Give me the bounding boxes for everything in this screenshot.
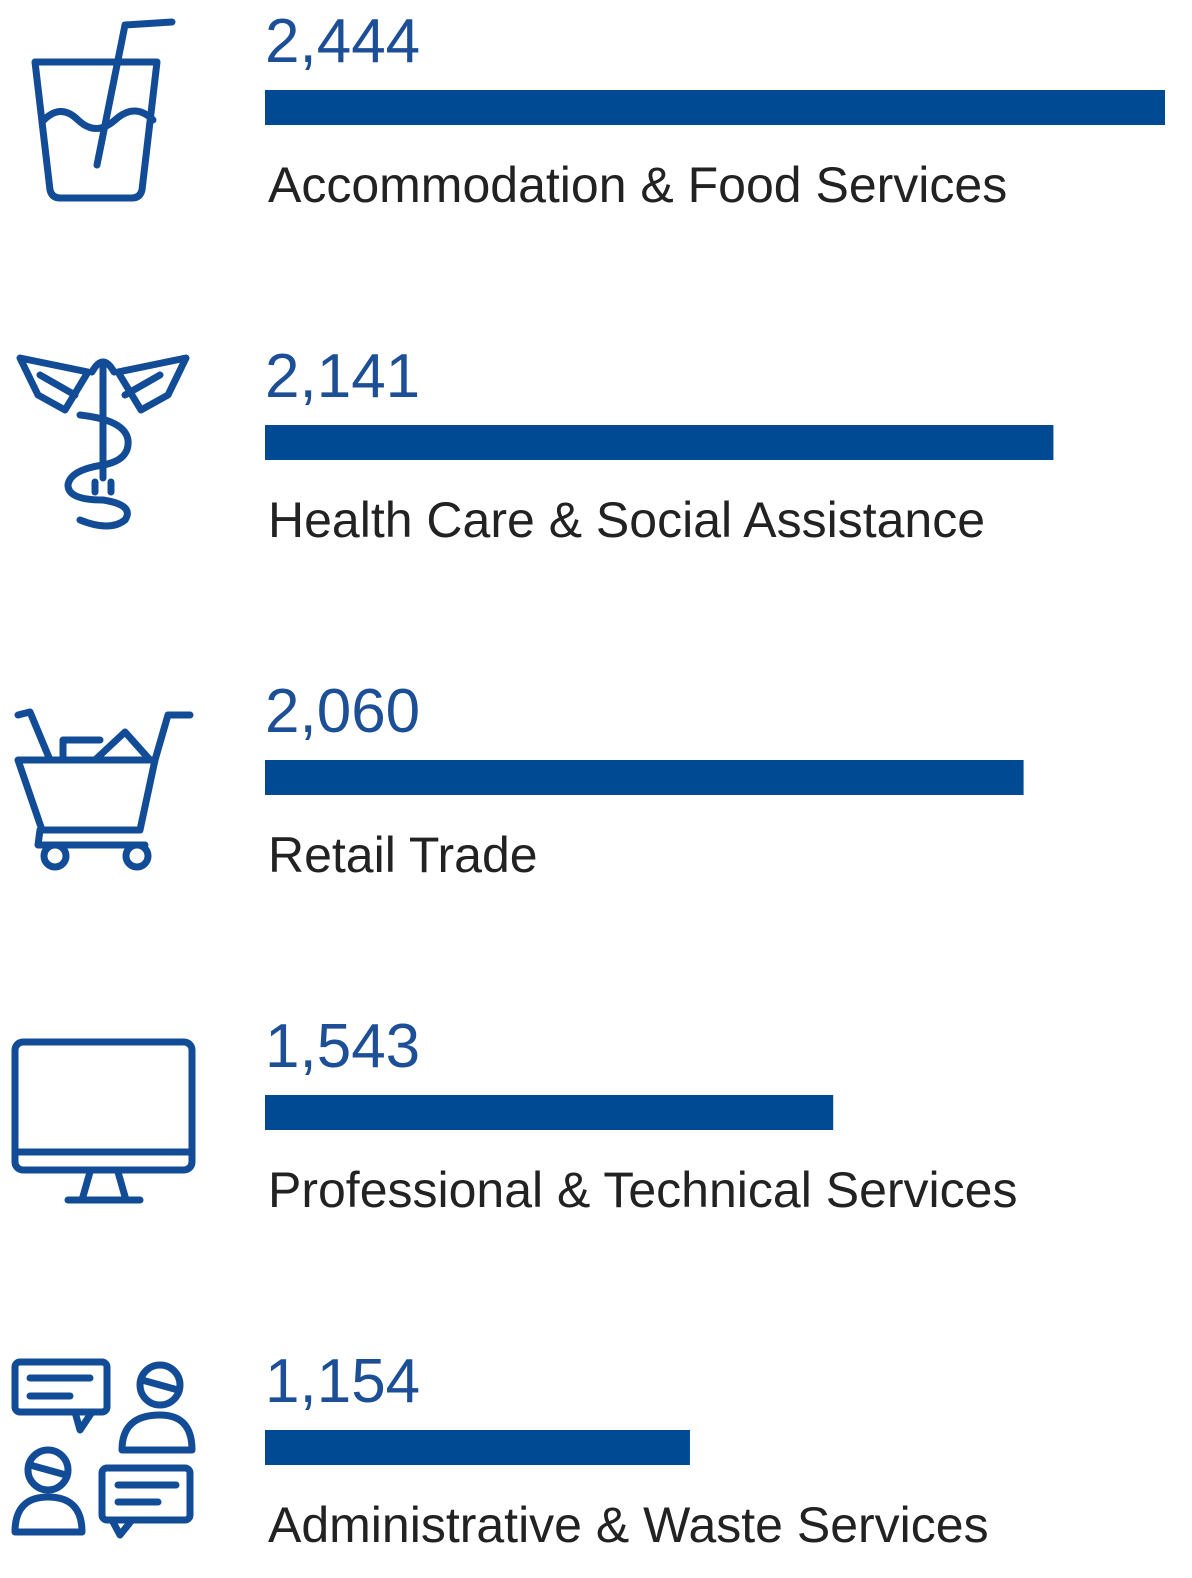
bar [265,90,1165,125]
value-label: 2,141 [265,342,420,411]
caduceus-icon [16,354,190,530]
category-label: Retail Trade [268,827,538,883]
bar [265,1430,690,1465]
value-label: 2,444 [265,7,420,76]
bar [265,425,1054,460]
cart-icon [14,708,194,871]
people-icon [11,1358,196,1539]
category-label: Administrative & Waste Services [268,1497,989,1553]
bar [265,1095,834,1130]
category-label: Health Care & Social Assistance [268,492,985,548]
bar [265,760,1024,795]
value-label: 1,543 [265,1012,420,1081]
category-label: Accommodation & Food Services [268,157,1007,213]
value-label: 1,154 [265,1347,420,1416]
category-label: Professional & Technical Services [268,1162,1017,1218]
cup-icon [31,18,176,202]
value-label: 2,060 [265,677,420,746]
monitor-icon [11,1038,196,1204]
icons [11,18,196,1539]
